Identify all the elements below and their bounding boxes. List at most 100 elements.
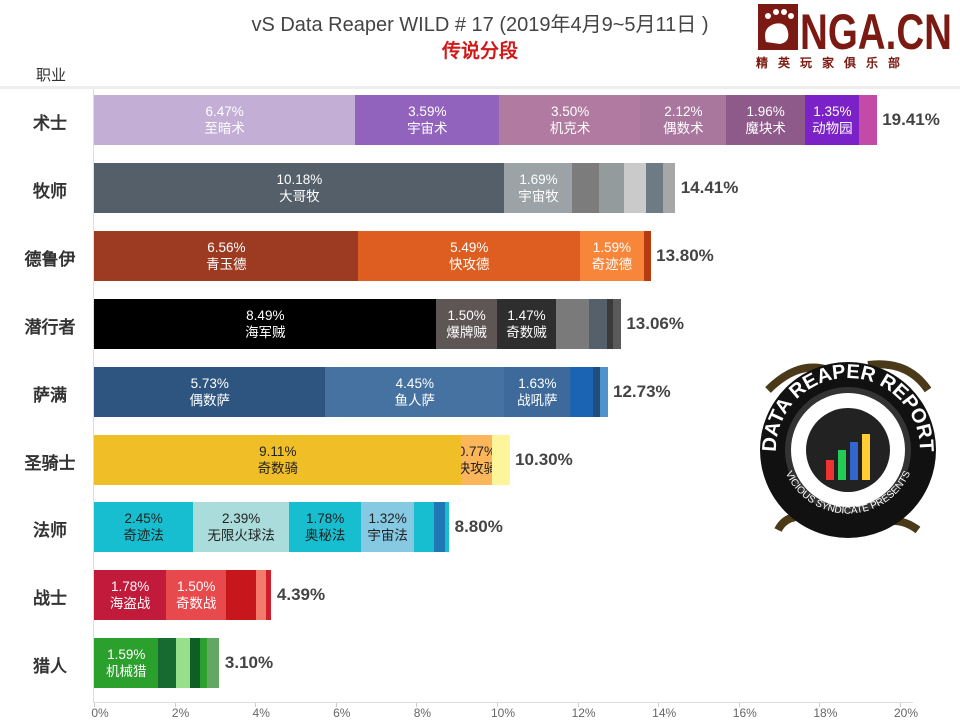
segment-value-label: 1.59% <box>107 647 146 663</box>
bar-segment <box>623 162 647 213</box>
segment-value-label: 10.18% <box>276 171 323 187</box>
segment-value-label: 1.96% <box>746 104 785 119</box>
bar-segment <box>434 502 446 553</box>
bar-segment <box>492 434 510 485</box>
bar-segment: 2.45% 奇迹法 <box>94 502 194 553</box>
segment-value-label: 5.49% <box>450 239 489 255</box>
bar-segment: 1.78% 奥秘法 <box>289 502 362 553</box>
row-total-label: 10.30% <box>515 449 573 469</box>
segment-value-label: 3.59% <box>408 104 447 119</box>
x-tick-label: 10% <box>490 706 516 720</box>
bar-segment: 1.35% 动物园 <box>804 95 860 145</box>
row-total-label: 19.41% <box>882 110 940 129</box>
segment-value-label: 1.59% <box>592 239 632 255</box>
segment-deck-label: 奇迹德 <box>591 256 633 272</box>
bar-segment <box>645 162 664 213</box>
segment-deck-label: 机械猎 <box>106 664 147 680</box>
data-reaper-report-logo: DATA REAPER REPORT VICIOUS SYNDICATE PRE… <box>759 360 937 538</box>
segment-value-label: 6.47% <box>205 104 244 119</box>
category-label: 潜行者 <box>24 317 76 337</box>
bar-segment: 10.18% 大哥牧 <box>94 162 505 213</box>
segment-deck-label: 奇数战 <box>175 596 217 612</box>
nga-logo-text: NGA.CN <box>800 4 952 60</box>
x-tick-mark <box>577 703 579 707</box>
segment-deck-label: 至暗术 <box>204 121 245 136</box>
bar-segment: 5.49% 快攻德 <box>358 230 581 281</box>
segment-deck-label: 战吼萨 <box>517 392 558 408</box>
bar-segment <box>588 298 608 349</box>
category-label: 战士 <box>33 589 67 609</box>
bar-segment <box>266 570 272 621</box>
x-tick-label: 0% <box>91 706 109 720</box>
segment-deck-label: 海盗战 <box>109 596 151 612</box>
bar-segment: 3.59% 宇宙术 <box>354 95 500 145</box>
bar-segment <box>859 95 877 145</box>
bar-segment: 9.11% 奇数骑 <box>94 434 462 485</box>
x-tick-mark <box>819 703 821 707</box>
bar-segment <box>572 162 600 213</box>
bar-segment: 6.47% 至暗术 <box>94 95 356 145</box>
segment-value-label: 1.78% <box>306 511 345 527</box>
bar-segment: 1.78% 海盗战 <box>94 570 167 621</box>
segment-deck-label: 偶数萨 <box>189 392 230 408</box>
segment-value-label: 1.69% <box>519 171 558 187</box>
segment-value-label: 1.32% <box>368 511 407 527</box>
bar-segment <box>569 366 594 417</box>
row-total-label: 3.10% <box>224 653 274 673</box>
x-tick-label: 6% <box>333 706 351 720</box>
x-tick-label: 8% <box>413 706 432 720</box>
category-label: 法师 <box>33 521 67 541</box>
bar-segment: 1.32% 宇宙法 <box>360 502 415 553</box>
segment-value-label: 8.49% <box>246 307 285 323</box>
bar-segment <box>413 502 435 553</box>
segment-value-label: 4.45% <box>395 375 434 391</box>
x-tick-mark <box>738 703 740 707</box>
bar-segment: 1.59% 奇迹德 <box>579 230 645 281</box>
segment-deck-label: 偶数术 <box>663 121 704 136</box>
segment-deck-label: 大哥牧 <box>279 188 320 204</box>
bar-segment <box>207 638 220 689</box>
bar-segment: 8.49% 海军贼 <box>94 298 437 349</box>
bar-segment: 3.50% 机克术 <box>499 95 641 145</box>
segment-deck-label: 奥秘法 <box>304 528 346 544</box>
x-tick-mark <box>658 703 660 707</box>
x-tick-label: 20% <box>893 706 919 720</box>
x-tick-label: 16% <box>732 706 757 720</box>
bar-segment: 5.73% 偶数萨 <box>94 366 326 417</box>
segment-deck-label: 爆牌贼 <box>446 324 487 340</box>
bar-segment: 1.50% 奇数战 <box>165 570 227 621</box>
category-label: 德鲁伊 <box>24 249 76 269</box>
x-tick-label: 2% <box>171 706 190 720</box>
bar-segment: 1.47% 奇数贼 <box>496 298 557 349</box>
bar-segment: 1.59% 机械猎 <box>94 638 159 689</box>
bar-segment <box>256 570 267 621</box>
row-total-label: 13.06% <box>626 313 684 333</box>
segment-value-label: 1.50% <box>177 579 216 595</box>
row-total-label: 12.73% <box>613 381 671 401</box>
bar-segment <box>600 366 608 417</box>
category-label: 术士 <box>33 114 67 133</box>
bar-segment: 1.69% 宇宙牧 <box>504 162 573 213</box>
bar-segment <box>444 502 450 553</box>
bar-segment <box>200 638 208 689</box>
segment-value-label: 1.47% <box>507 307 546 323</box>
x-tick-mark <box>335 703 337 707</box>
segment-deck-label: 鱼人萨 <box>394 392 436 408</box>
category-label: 猎人 <box>33 657 67 677</box>
segment-deck-label: 魔块术 <box>745 121 786 136</box>
chart-subtitle: 传说分段 <box>441 41 518 62</box>
segment-value-label: 1.78% <box>110 579 150 595</box>
bar-segment <box>176 638 191 689</box>
category-label: 萨满 <box>33 385 67 405</box>
bar-segment: 2.39% 无限火球法 <box>192 502 290 553</box>
bar-segment: 4.45% 鱼人萨 <box>324 366 505 417</box>
bar-segment <box>607 298 614 349</box>
x-tick-mark <box>497 703 498 707</box>
bar-segment <box>189 638 201 689</box>
segment-value-label: 3.50% <box>551 104 590 119</box>
row-total-label: 13.80% <box>656 245 714 265</box>
x-tick-mark <box>174 703 176 707</box>
nga-logo: NGA.CN <box>758 4 952 60</box>
bar-segment: 6.56% 青玉德 <box>94 230 359 281</box>
